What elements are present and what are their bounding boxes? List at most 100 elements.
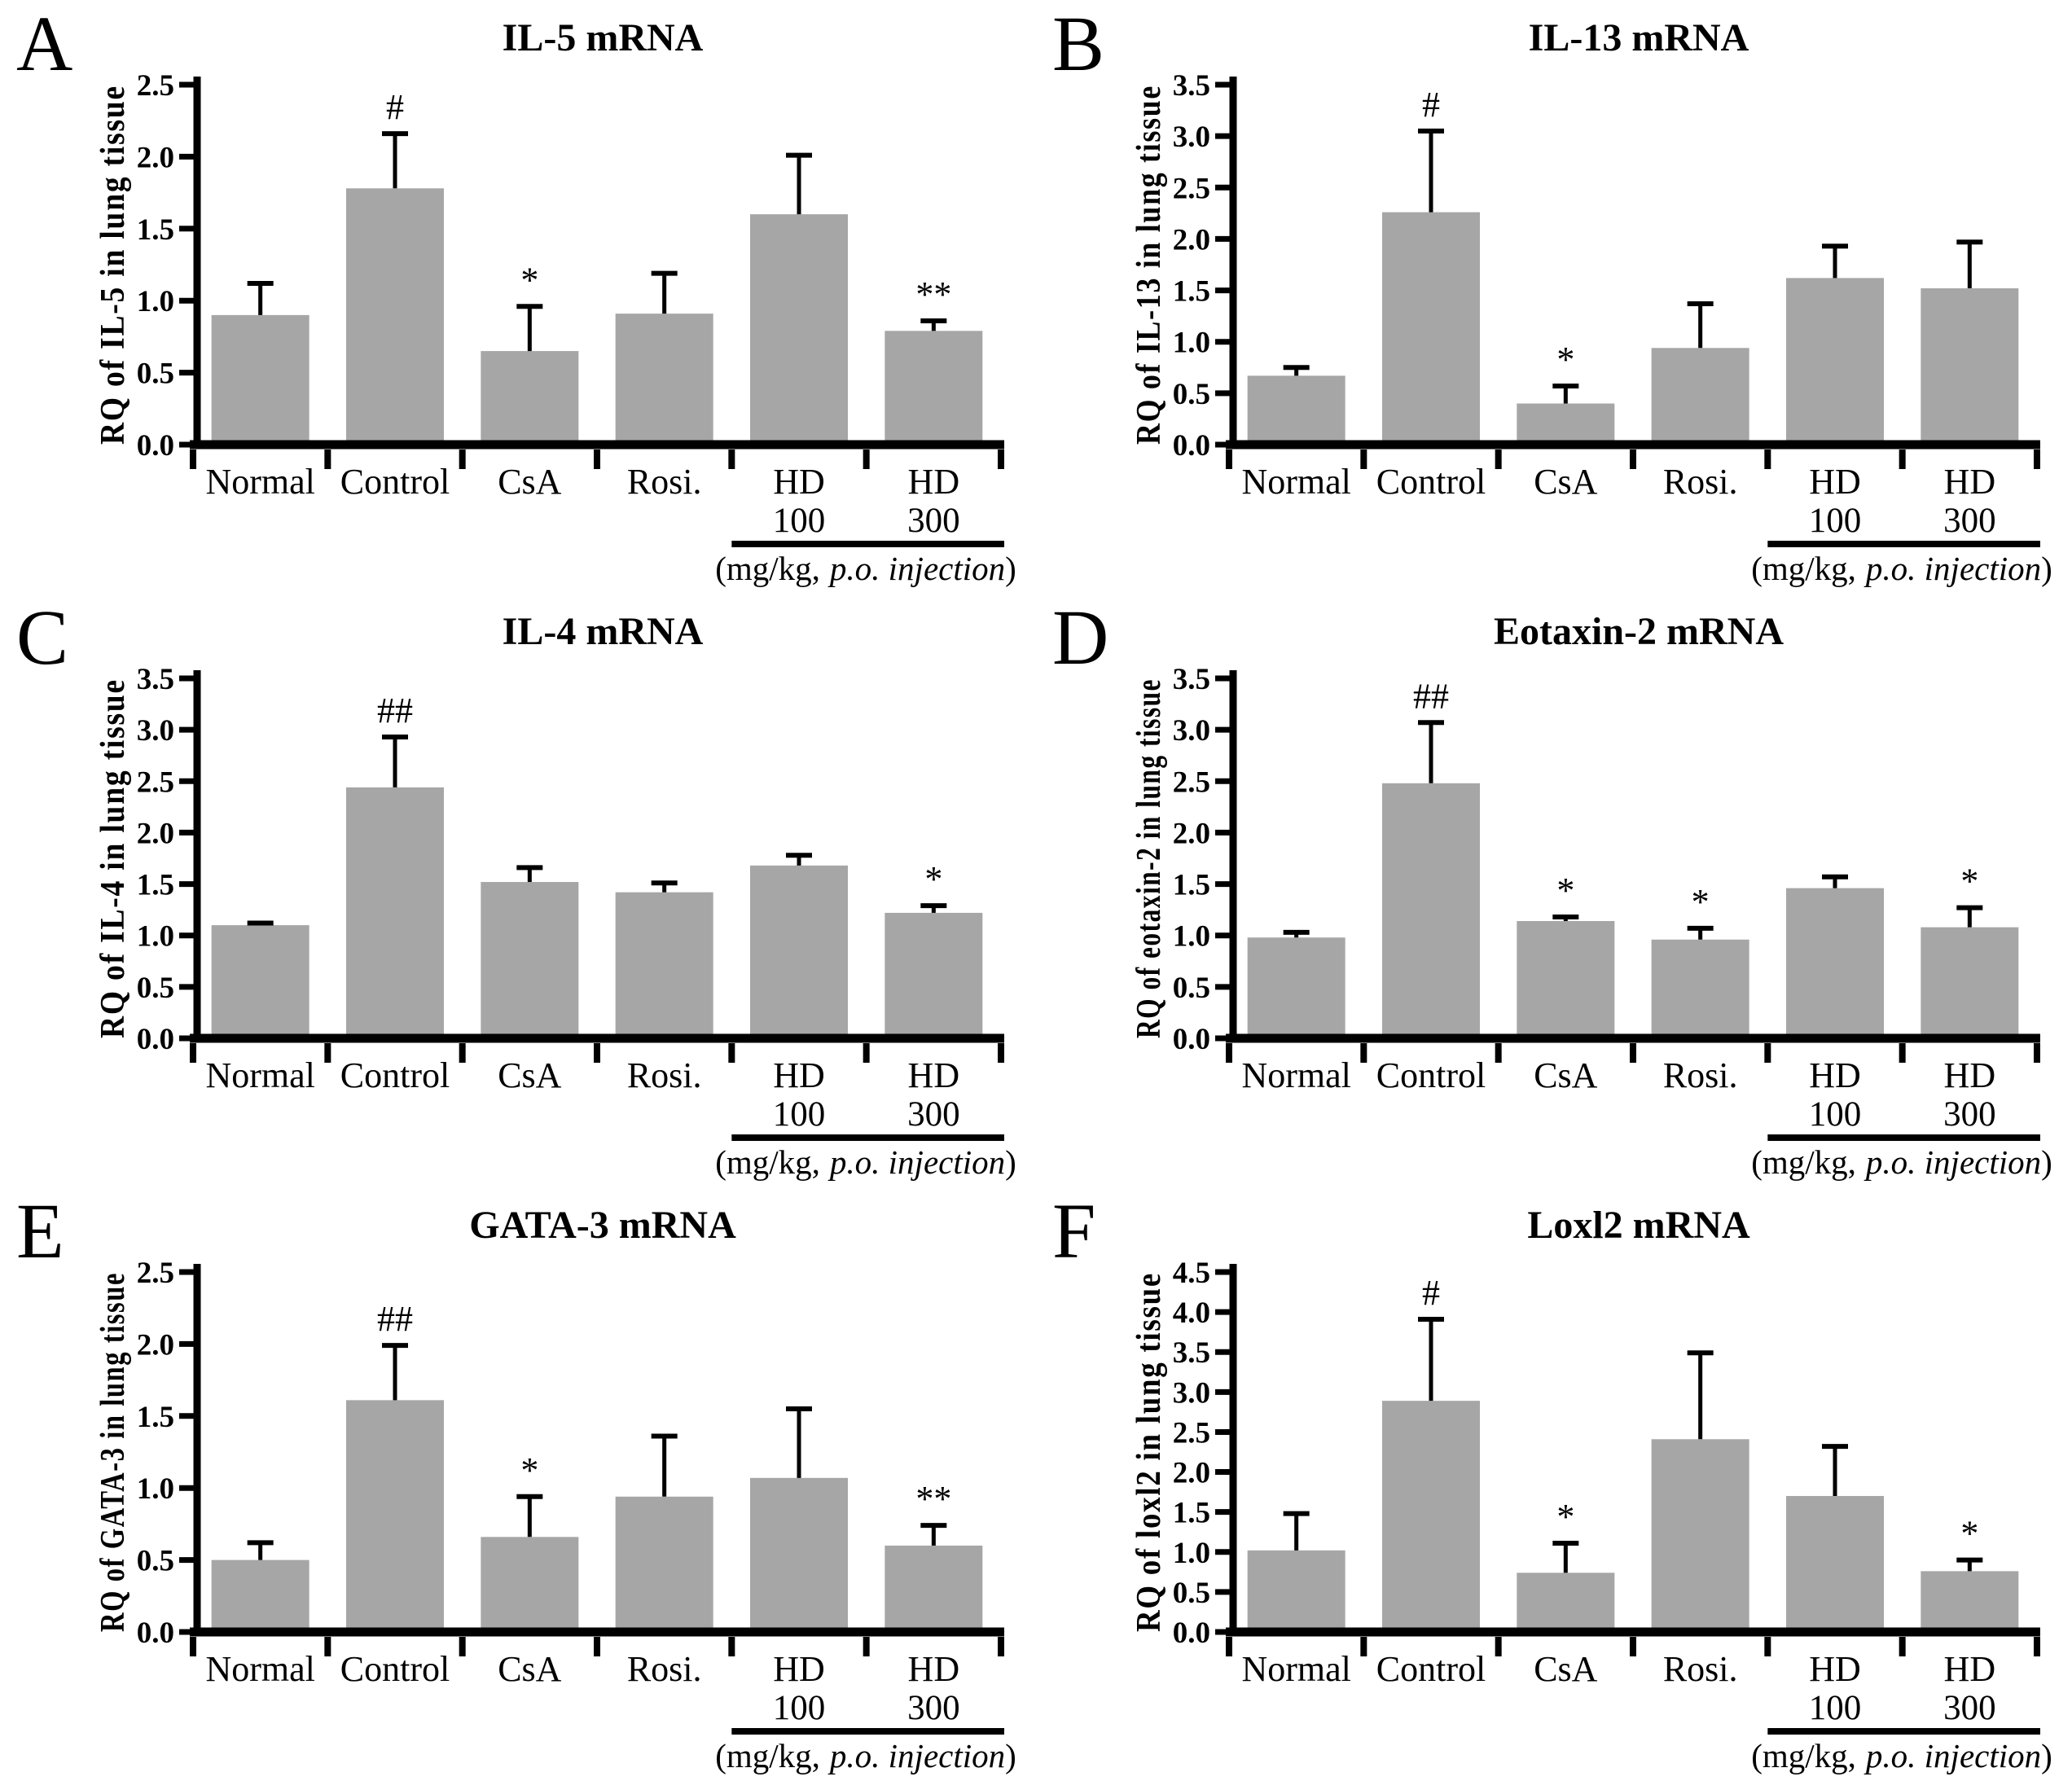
dose-label: 100	[1809, 1095, 1862, 1134]
category-label: Rosi.	[627, 462, 702, 502]
y-tick-label: 0.0	[137, 1023, 174, 1056]
category-label: CsA	[498, 462, 561, 502]
significance-annotation: *	[1960, 1514, 1978, 1554]
significance-annotation: *	[520, 1450, 538, 1490]
y-tick-label: 4.0	[1173, 1296, 1210, 1330]
panel: B IL-13 mRNA RQ of IL-13 in lung tissue 0.…	[1036, 0, 2072, 594]
significance-annotation: *	[1960, 862, 1978, 901]
bar	[885, 1545, 983, 1634]
y-tick-label: 2.5	[137, 765, 174, 799]
category-label: CsA	[1534, 1055, 1597, 1095]
significance-annotation: **	[915, 274, 951, 314]
category-label: CsA	[1534, 1649, 1597, 1689]
y-tick-label: 0.5	[137, 358, 174, 391]
category-label: HD	[1944, 462, 1996, 502]
significance-annotation: ##	[377, 1299, 413, 1339]
bar	[1921, 927, 2019, 1041]
y-tick-label: 0.5	[137, 972, 174, 1005]
category-label: Rosi.	[1663, 1055, 1738, 1095]
bar	[1382, 1401, 1480, 1634]
category-label: Normal	[205, 462, 314, 502]
bar	[1651, 939, 1749, 1041]
panel: C IL-4 mRNA RQ of IL-4 in lung tissue 0.0 0…	[0, 594, 1036, 1187]
y-tick-label: 2.5	[137, 69, 174, 103]
dose-label: 300	[907, 1689, 960, 1727]
category-label: HD	[1809, 1649, 1861, 1689]
bar	[1382, 212, 1480, 447]
bar	[1921, 1571, 2019, 1634]
bar	[481, 351, 579, 447]
panel: E GATA-3 mRNA RQ of GATA-3 in lung tissue…	[0, 1187, 1036, 1781]
category-label: Normal	[1241, 462, 1350, 502]
y-axis-label: RQ of IL-13 in lung tissue	[1130, 85, 1168, 445]
y-tick-label: 2.0	[1173, 1457, 1210, 1490]
dose-unit-note: (mg/kg, p.o. injection)	[715, 550, 1016, 587]
y-tick-label: 3.0	[1173, 714, 1210, 748]
y-tick-label: 1.0	[1173, 1537, 1210, 1570]
category-label: CsA	[1534, 462, 1597, 502]
y-axis-label: RQ of IL-5 in lung tissue	[94, 85, 132, 445]
panel-chart: GATA-3 mRNA RQ of GATA-3 in lung tissue0.…	[94, 1204, 1016, 1774]
y-axis-label: RQ of IL-4 in lung tissue	[94, 678, 132, 1038]
significance-annotation: #	[1422, 85, 1440, 125]
category-label: Control	[1376, 1649, 1486, 1689]
category-label: CsA	[498, 1649, 561, 1689]
y-tick-label: 2.5	[1173, 1416, 1210, 1450]
bar	[481, 882, 579, 1041]
bar	[1382, 783, 1480, 1041]
significance-annotation: #	[386, 87, 404, 127]
dose-unit-note: (mg/kg, p.o. injection)	[715, 1143, 1016, 1181]
dose-unit-note: (mg/kg, p.o. injection)	[715, 1737, 1016, 1774]
category-label: Rosi.	[1663, 1649, 1738, 1689]
bar	[615, 1496, 713, 1634]
y-tick-label: 0.5	[1173, 1577, 1210, 1610]
category-label: Control	[1376, 462, 1486, 502]
y-tick-label: 2.5	[1173, 172, 1210, 205]
chart-title: Loxl2 mRNA	[1527, 1204, 1750, 1247]
bar	[1247, 937, 1345, 1041]
category-label: Control	[340, 1055, 450, 1095]
y-tick-label: 3.5	[1173, 663, 1210, 696]
bar	[1786, 1496, 1884, 1634]
bar	[1651, 348, 1749, 447]
category-label: Rosi.	[1663, 462, 1738, 502]
bar	[211, 925, 309, 1041]
dose-label: 100	[1809, 502, 1862, 540]
y-tick-label: 1.5	[1173, 1497, 1210, 1530]
category-label: Rosi.	[627, 1649, 702, 1689]
category-label: Control	[1376, 1055, 1486, 1095]
significance-annotation: *	[520, 260, 538, 300]
category-label: HD	[908, 1055, 960, 1095]
significance-annotation: ##	[1413, 676, 1449, 716]
significance-annotation: *	[1556, 340, 1574, 379]
bar	[211, 314, 309, 447]
bar	[1247, 1550, 1345, 1634]
y-tick-label: 2.5	[1173, 765, 1210, 799]
y-axis-label: RQ of eotaxin-2 in lung tissue	[1130, 678, 1168, 1038]
category-label: CsA	[498, 1055, 561, 1095]
significance-annotation: **	[915, 1479, 951, 1519]
bar	[750, 1477, 848, 1634]
category-label: HD	[1944, 1055, 1996, 1095]
bar	[481, 1537, 579, 1634]
y-tick-label: 1.5	[1173, 275, 1210, 309]
significance-annotation: #	[1422, 1273, 1440, 1313]
dose-label: 100	[1809, 1689, 1862, 1727]
bar	[750, 865, 848, 1041]
panel-letter: E	[16, 1187, 64, 1274]
y-tick-label: 0.0	[137, 1616, 174, 1650]
category-label: HD	[773, 1055, 825, 1095]
y-tick-label: 0.0	[137, 429, 174, 463]
chart-title: IL-5 mRNA	[503, 16, 704, 59]
y-tick-label: 0.5	[137, 1545, 174, 1578]
category-label: Normal	[205, 1055, 314, 1095]
y-tick-label: 0.5	[1173, 378, 1210, 411]
chart-title: GATA-3 mRNA	[469, 1204, 736, 1247]
chart-title: IL-4 mRNA	[503, 610, 704, 653]
y-tick-label: 2.5	[137, 1257, 174, 1290]
category-label: HD	[908, 1649, 960, 1689]
